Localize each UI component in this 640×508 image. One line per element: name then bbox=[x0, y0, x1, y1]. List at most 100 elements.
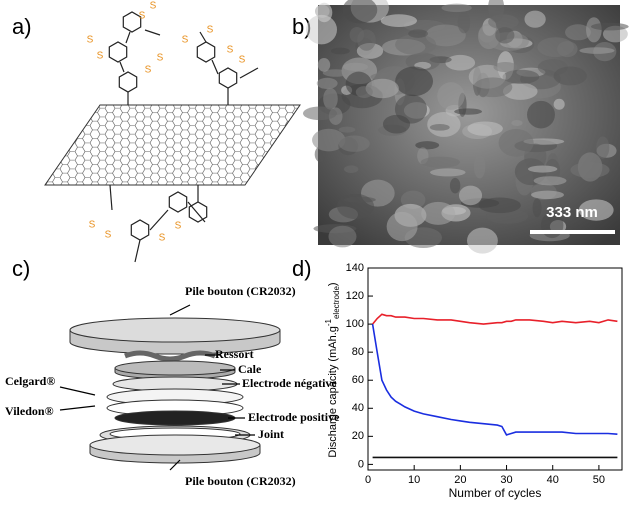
y-tick-label: 20 bbox=[352, 430, 364, 442]
y-tick-label: 100 bbox=[346, 318, 364, 330]
sem-texture bbox=[502, 69, 540, 84]
ring bbox=[168, 191, 188, 213]
y-label-sub: electrode bbox=[332, 286, 341, 319]
sem-texture bbox=[590, 22, 629, 31]
sem-texture bbox=[306, 14, 337, 45]
sulfur-label: S bbox=[145, 65, 152, 76]
ring bbox=[122, 11, 142, 33]
sem-texture bbox=[458, 185, 483, 206]
sem-texture bbox=[421, 201, 456, 225]
y-label-end: ) bbox=[327, 282, 339, 286]
sem-texture bbox=[511, 119, 523, 126]
sem-texture bbox=[386, 211, 418, 242]
sem-texture bbox=[579, 47, 615, 54]
sem-texture bbox=[408, 29, 428, 38]
sem-texture bbox=[488, 0, 505, 23]
sulfur-label: S bbox=[150, 1, 157, 12]
x-tick-label: 20 bbox=[454, 474, 466, 486]
sulfur-label: S bbox=[139, 11, 146, 22]
chart: 0 10 20 30 40 50 0 20 40 60 80 100 120 140 bbox=[346, 262, 623, 486]
sem-texture bbox=[553, 66, 587, 86]
sem-texture bbox=[380, 14, 418, 27]
cell-label: Cale bbox=[238, 362, 262, 376]
sem-texture bbox=[473, 77, 513, 98]
sem-texture bbox=[467, 121, 503, 136]
y-axis-label: Discharge capacity (mAh.g-1electrode) bbox=[324, 282, 341, 457]
sem-texture bbox=[382, 114, 411, 134]
sem-texture bbox=[454, 108, 482, 115]
sem-texture bbox=[357, 29, 376, 51]
ring bbox=[130, 219, 150, 241]
sem-texture bbox=[527, 100, 555, 129]
sulfur-label: S bbox=[227, 45, 234, 56]
graphene-sheet bbox=[44, 104, 301, 186]
sem-texture bbox=[532, 198, 542, 218]
sem-texture bbox=[524, 10, 546, 28]
cell-label: Electrode positive bbox=[248, 410, 340, 424]
cell-label: Celgard® bbox=[5, 374, 55, 388]
sem-image: 333 nm bbox=[302, 0, 629, 254]
sulfur-label: S bbox=[175, 221, 182, 232]
sem-texture bbox=[437, 82, 465, 110]
x-tick-label: 0 bbox=[365, 474, 371, 486]
y-tick-label: 40 bbox=[352, 402, 364, 414]
sulfur-label: S bbox=[207, 25, 214, 36]
sem-texture bbox=[533, 176, 567, 186]
y-tick-label: 0 bbox=[358, 458, 364, 470]
sem-texture bbox=[322, 69, 349, 77]
plot-frame bbox=[367, 267, 623, 471]
ring bbox=[118, 71, 138, 93]
cell-label: Pile bouton (CR2032) bbox=[185, 474, 296, 488]
sem-texture bbox=[338, 135, 370, 152]
sulfur-label: S bbox=[157, 53, 164, 64]
sulfur-label: S bbox=[105, 230, 112, 241]
x-tick-label: 10 bbox=[408, 474, 420, 486]
sem-texture bbox=[405, 52, 440, 71]
sem-texture bbox=[449, 177, 461, 194]
sem-texture bbox=[473, 154, 486, 179]
sem-texture bbox=[553, 98, 565, 110]
sem-texture bbox=[493, 61, 518, 73]
ring bbox=[188, 201, 208, 223]
sulfur-label: S bbox=[239, 55, 246, 66]
sem-texture bbox=[457, 12, 471, 34]
sem-texture bbox=[343, 196, 376, 203]
sem-texture bbox=[531, 190, 564, 200]
sem-texture bbox=[395, 34, 437, 56]
sem-texture bbox=[323, 87, 338, 110]
sem-texture bbox=[316, 77, 338, 89]
series-line bbox=[371, 323, 618, 436]
y-tick-label: 60 bbox=[352, 374, 364, 386]
x-axis-label: Number of cycles bbox=[449, 486, 542, 500]
x-tick-label: 40 bbox=[547, 474, 559, 486]
sem-texture bbox=[570, 162, 610, 179]
sem-texture bbox=[317, 57, 331, 72]
sem-texture bbox=[302, 106, 338, 121]
cell-label: Viledon® bbox=[5, 404, 54, 418]
y-tick-label: 120 bbox=[346, 290, 364, 302]
sem-texture bbox=[565, 24, 591, 41]
sem-texture bbox=[342, 62, 369, 71]
panel-label: d) bbox=[292, 256, 312, 281]
sem-texture bbox=[445, 54, 476, 71]
cell-label: Ressort bbox=[215, 347, 254, 361]
cell-label: Electrode négative bbox=[242, 376, 337, 390]
series-line bbox=[371, 313, 618, 325]
y-tick-label: 140 bbox=[346, 262, 364, 274]
sem-texture bbox=[355, 86, 373, 98]
sem-texture bbox=[365, 78, 399, 99]
ring bbox=[196, 41, 216, 63]
sem-texture bbox=[578, 199, 614, 221]
x-tick-label: 30 bbox=[500, 474, 512, 486]
panel-label: c) bbox=[12, 256, 30, 281]
sem-texture bbox=[344, 165, 359, 174]
sem-texture bbox=[586, 17, 602, 43]
molecules bbox=[108, 11, 259, 263]
x-tick-label: 50 bbox=[593, 474, 605, 486]
sem-texture bbox=[420, 156, 461, 168]
ring bbox=[218, 67, 238, 89]
panel-label: a) bbox=[12, 14, 32, 39]
sem-texture bbox=[596, 136, 610, 159]
scale-bar-label: 333 nm bbox=[546, 204, 598, 221]
sem-texture bbox=[441, 3, 472, 13]
